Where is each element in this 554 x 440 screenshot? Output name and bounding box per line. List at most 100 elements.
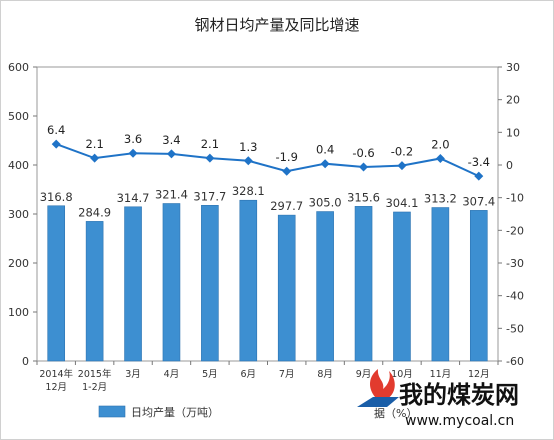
right-tick-label: 0 (506, 159, 513, 172)
category-label-line: 12月 (468, 369, 490, 380)
bar-value-label: 328.1 (232, 184, 265, 198)
bar (239, 199, 258, 362)
line-point-marker (397, 161, 407, 171)
line-point-marker (474, 171, 484, 181)
bar (85, 221, 104, 362)
category-label: 4月 (164, 369, 180, 380)
line-value-label: 3.6 (124, 132, 142, 146)
line-value-label: 6.4 (47, 123, 65, 137)
line-value-label: -0.2 (391, 145, 413, 159)
watermark-source-fragment: 据（%） (374, 406, 417, 420)
flame-logo-icon (369, 369, 395, 399)
category-label-line: 10月 (391, 369, 413, 380)
line-point-marker (359, 162, 369, 172)
bar-value-label: 297.7 (270, 199, 303, 213)
bar (316, 211, 334, 362)
category-label: 3月 (125, 369, 141, 380)
category-label-line: 6月 (241, 369, 257, 380)
line-value-label: 2.1 (85, 137, 103, 151)
category-label-line: 5月 (202, 369, 218, 380)
line-point-marker (128, 148, 138, 158)
line-point-marker (282, 166, 292, 176)
category-label-line: 8月 (317, 369, 333, 380)
bar (431, 207, 450, 362)
right-tick-label: -10 (506, 192, 524, 205)
line-point-marker (205, 153, 215, 163)
line-point-marker (243, 156, 253, 166)
bar (47, 205, 66, 362)
category-label: 2015年 1-2月 (78, 368, 112, 393)
right-tick-label: -50 (506, 322, 524, 335)
bar-value-label: 314.7 (117, 191, 150, 205)
line-value-label: 0.4 (316, 143, 334, 157)
bar-value-label: 305.0 (309, 196, 342, 210)
chart-title: 钢材日均产量及同比增速 (194, 16, 359, 34)
category-label-line: 7月 (279, 369, 295, 380)
bar (124, 206, 142, 362)
right-tick-label: 20 (506, 94, 520, 107)
left-tick-label: 100 (8, 306, 29, 319)
line-value-label: 1.3 (239, 140, 257, 154)
right-tick-label: -40 (506, 290, 524, 303)
category-label-line: 1-2月 (82, 382, 107, 393)
bar (393, 211, 411, 362)
bar-value-label: 317.7 (193, 189, 226, 203)
line-point-marker (320, 159, 330, 169)
bar-value-label: 321.4 (155, 188, 188, 202)
category-label: 2014年 12月 (39, 368, 73, 393)
bar-value-label: 316.8 (40, 190, 73, 204)
watermark-url: www.mycoal.cn (405, 413, 514, 429)
category-label: 6月 (241, 369, 257, 380)
axes: 0 100 200 300 400 500 600 -60 -50 -40 -30 -20 -10 0 10… (8, 61, 524, 393)
category-label: 10月 (391, 369, 413, 380)
line-value-label: -3.4 (468, 155, 490, 169)
category-label-line: 11月 (430, 369, 452, 380)
left-tick-label: 0 (22, 355, 29, 368)
category-label-line: 9月 (356, 369, 372, 380)
line-point-marker (51, 139, 61, 149)
right-tick-label: -60 (506, 355, 524, 368)
left-tick-label: 600 (8, 61, 29, 74)
bar-value-label: 313.2 (424, 192, 457, 206)
bar (469, 210, 488, 362)
watermark: 据（%）我的煤炭网 www.mycoal.cn (357, 369, 519, 429)
line-value-label: 2.1 (201, 137, 219, 151)
series-line (55, 143, 480, 178)
right-tick-label: -20 (506, 224, 524, 237)
category-label: 5月 (202, 369, 218, 380)
line-value-label: -0.6 (352, 146, 374, 160)
category-label-line: 3月 (125, 369, 141, 380)
line-point-marker (90, 153, 100, 163)
bar (201, 205, 219, 362)
bar (277, 214, 296, 362)
category-label: 8月 (317, 369, 333, 380)
line-series: 6.4 2.1 3.6 3.4 2.1 1.3 -1.9 0.4 -0.6 -0.2 2.0 -3.4 (47, 123, 490, 181)
bar-value-label: 307.4 (462, 194, 495, 208)
bar-value-label: 315.6 (347, 190, 380, 204)
line-value-label: 2.0 (431, 137, 449, 151)
legend-label: 日均产量（万吨） (131, 405, 219, 419)
bar (354, 206, 373, 362)
right-tick-label: 10 (506, 126, 520, 139)
left-tick-label: 200 (8, 257, 29, 270)
bar-value-label: 284.9 (78, 205, 111, 219)
bar (162, 203, 181, 362)
bar-value-label: 304.1 (385, 196, 418, 210)
category-label: 11月 (430, 369, 452, 380)
left-tick-label: 500 (8, 110, 29, 123)
watermark-brand: 我的煤炭网 (399, 381, 519, 409)
category-label-line: 2015年 (78, 368, 112, 380)
category-label: 9月 (356, 369, 372, 380)
category-label-line: 4月 (164, 369, 180, 380)
right-tick-label: 30 (506, 61, 520, 74)
bars: 316.8 284.9 314.7 321.4 317.7 328.1 297.7 305.0… (40, 184, 495, 362)
left-tick-label: 400 (8, 159, 29, 172)
category-label-line: 12月 (45, 382, 67, 393)
logo-wave-icon (357, 397, 399, 407)
legend-swatch (98, 405, 126, 418)
category-label: 7月 (279, 369, 295, 380)
category-label: 12月 (468, 369, 490, 380)
left-tick-label: 300 (8, 208, 29, 221)
line-value-label: 3.4 (162, 133, 180, 147)
